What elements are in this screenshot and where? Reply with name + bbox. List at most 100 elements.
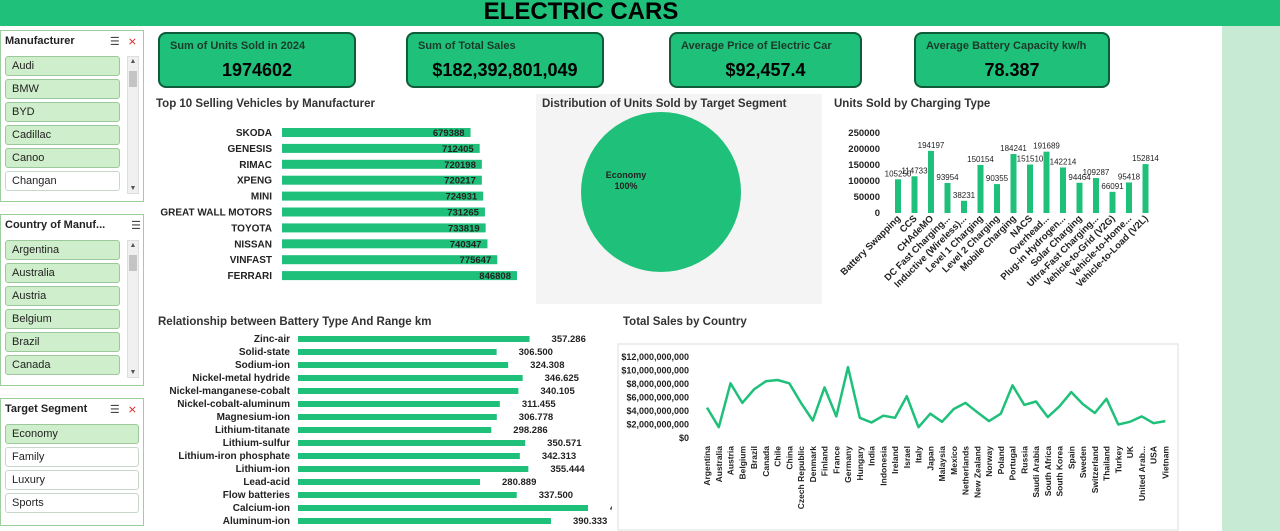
scroll-up-icon[interactable]: ▲ xyxy=(129,242,137,249)
bar xyxy=(298,336,530,342)
category-label: Lead-acid xyxy=(243,477,290,488)
category-label: Magnesium-ion xyxy=(217,412,290,423)
data-label: 306.778 xyxy=(519,412,553,423)
bar xyxy=(298,388,519,394)
manufacturer-slicer: Manufacturer ☰ ⨯ Audi BMW BYD Cadillac Ca… xyxy=(0,30,144,202)
data-label: 280.889 xyxy=(502,477,536,488)
bar xyxy=(298,375,523,381)
scroll-up-icon[interactable]: ▲ xyxy=(129,58,137,65)
x-tick-label: Mexico xyxy=(949,446,959,475)
bar xyxy=(1027,164,1033,213)
x-tick-label: Saudi Arabia xyxy=(1031,446,1041,498)
segment-slicer: Target Segment ☰ ⨯ Economy Family Luxury … xyxy=(0,398,144,526)
slicer-item-economy[interactable]: Economy xyxy=(5,424,139,444)
y-tick-label: $10,000,000,000 xyxy=(621,366,689,376)
multi-select-icon[interactable]: ☰ xyxy=(131,220,141,232)
category-label: Aluminum-ion xyxy=(223,516,290,527)
data-label: 775647 xyxy=(460,255,492,266)
category-label: Zinc-air xyxy=(254,334,290,345)
y-tick-label: $4,000,000,000 xyxy=(626,406,689,416)
bar xyxy=(298,479,481,485)
data-label: 342.313 xyxy=(542,451,576,462)
x-tick-label: Brazil xyxy=(749,446,759,469)
x-tick-label: Czech Republic xyxy=(796,446,806,510)
y-tick-label: 200000 xyxy=(848,144,880,155)
charging-bar-chart: 050000100000150000200000250000105250Batt… xyxy=(839,128,1160,290)
slicer-item-australia[interactable]: Australia xyxy=(5,263,120,283)
x-tick-label: Malaysia xyxy=(937,446,947,482)
bar xyxy=(298,453,520,459)
bar xyxy=(298,414,497,420)
slicer-scrollbar[interactable]: ▲ ▼ xyxy=(127,240,139,378)
x-tick-label: South Korea xyxy=(1055,446,1065,497)
bar xyxy=(298,427,492,433)
x-tick-label: USA xyxy=(1149,446,1159,464)
bar xyxy=(298,362,509,368)
clear-filter-icon[interactable]: ⨯ xyxy=(127,36,137,48)
category-label: Nickel-metal hydride xyxy=(192,373,290,384)
category-label: VINFAST xyxy=(230,255,272,266)
bar xyxy=(1010,154,1017,213)
kpi-value: $182,392,801,049 xyxy=(432,60,578,80)
bar xyxy=(1076,182,1083,213)
kpi-label: Average Battery Capacity kw/h xyxy=(926,40,1087,52)
title-banner xyxy=(0,0,1280,26)
slicer-item-argentina[interactable]: Argentina xyxy=(5,240,120,260)
series-line xyxy=(705,365,1166,429)
bar xyxy=(298,492,517,498)
data-label: 340.105 xyxy=(540,386,575,397)
bar xyxy=(911,176,918,213)
kpi-value: 78.387 xyxy=(984,60,1040,80)
slicer-item-belgium[interactable]: Belgium xyxy=(5,309,120,329)
scroll-thumb[interactable] xyxy=(129,255,137,271)
category-label: Lithium-iron phosphate xyxy=(178,451,290,462)
y-tick-label: 250000 xyxy=(848,128,880,139)
slicer-header: Target Segment ☰ ⨯ xyxy=(1,399,143,421)
kpi-card-price: Average Price of Electric Car $92,457.4 xyxy=(669,32,862,88)
data-label: 114733 xyxy=(901,166,928,175)
slicer-item-family[interactable]: Family xyxy=(5,447,139,467)
slicer-item-brazil[interactable]: Brazil xyxy=(5,332,120,352)
slicer-item-sports[interactable]: Sports xyxy=(5,493,139,513)
slicer-item-audi[interactable]: Audi xyxy=(5,56,120,76)
data-label: 184241 xyxy=(1000,144,1027,153)
data-label: 151510 xyxy=(1017,155,1044,164)
slicer-scrollbar[interactable]: ▲ ▼ xyxy=(127,56,139,194)
data-label: 191689 xyxy=(1033,142,1060,151)
category-label: XPENG xyxy=(237,176,272,187)
x-tick-label: Chile xyxy=(773,446,783,467)
slicer-item-canada[interactable]: Canada xyxy=(5,355,120,375)
slicer-item-luxury[interactable]: Luxury xyxy=(5,470,139,490)
bar xyxy=(282,175,482,185)
slicer-item-cadillac[interactable]: Cadillac xyxy=(5,125,120,145)
y-tick-label: $12,000,000,000 xyxy=(621,352,689,362)
category-label: SKODA xyxy=(236,128,272,139)
x-tick-label: Israel xyxy=(902,446,912,468)
scroll-down-icon[interactable]: ▼ xyxy=(129,369,137,376)
slicer-item-bmw[interactable]: BMW xyxy=(5,79,120,99)
chart-title: Relationship between Battery Type And Ra… xyxy=(158,316,432,328)
bar xyxy=(298,466,529,472)
scroll-thumb[interactable] xyxy=(129,71,137,87)
data-label: 355.444 xyxy=(550,464,585,475)
top10-chart-panel: Top 10 Selling Vehicles by Manufacturer … xyxy=(150,94,532,304)
bar xyxy=(1142,164,1149,213)
multi-select-icon[interactable]: ☰ xyxy=(109,36,120,48)
x-tick-label: Portugal xyxy=(1008,446,1018,480)
category-label: FERRARI xyxy=(228,271,273,282)
scroll-down-icon[interactable]: ▼ xyxy=(129,185,137,192)
kpi-value: 1974602 xyxy=(221,60,293,80)
data-label: 720217 xyxy=(444,176,476,187)
multi-select-icon[interactable]: ☰ xyxy=(109,404,120,416)
bar xyxy=(1126,182,1132,213)
slicer-item-canoo[interactable]: Canoo xyxy=(5,148,120,168)
kpi-label: Sum of Total Sales xyxy=(418,40,516,52)
clear-filter-icon[interactable]: ⨯ xyxy=(127,404,137,416)
slicer-item-byd[interactable]: BYD xyxy=(5,102,120,122)
data-label: 733819 xyxy=(448,223,480,234)
data-label: 93954 xyxy=(936,173,959,182)
slicer-item-austria[interactable]: Austria xyxy=(5,286,120,306)
kpi-label: Average Price of Electric Car xyxy=(681,40,832,52)
slicer-item-changan[interactable]: Changan xyxy=(5,171,120,191)
